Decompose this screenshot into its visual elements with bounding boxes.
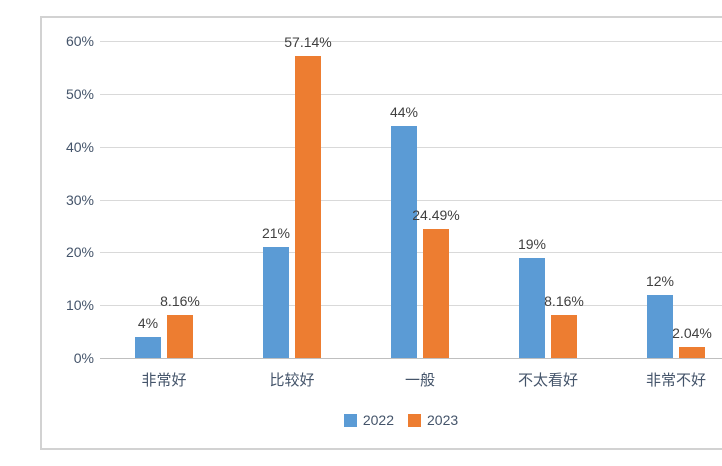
- legend: 2022 2023: [42, 412, 722, 428]
- data-label-2023: 24.49%: [412, 206, 460, 223]
- y-tick-label: 50%: [65, 85, 94, 102]
- data-label-2023: 2.04%: [672, 325, 712, 342]
- bar-2022[interactable]: [263, 247, 289, 358]
- data-label-2023: 8.16%: [160, 292, 200, 309]
- legend-item-2022[interactable]: 2022: [343, 412, 394, 428]
- bar-2023[interactable]: [295, 56, 321, 358]
- data-label-2023: 8.16%: [544, 292, 584, 309]
- category-label: 一般: [404, 372, 435, 389]
- legend-label: 2022: [362, 412, 394, 428]
- data-label-2023: 57.14%: [284, 34, 332, 51]
- category-label: 比较好: [269, 372, 315, 389]
- data-label-2022: 12%: [645, 272, 675, 289]
- bar-2023[interactable]: [167, 314, 193, 358]
- y-tick-label: 30%: [65, 191, 94, 208]
- y-tick-label: 20%: [65, 244, 94, 261]
- y-tick-label: 10%: [65, 297, 94, 314]
- bar-2022[interactable]: [519, 257, 545, 358]
- legend-swatch-2023: [408, 413, 421, 427]
- bar-2023[interactable]: [423, 228, 449, 358]
- y-tick-label: 60%: [65, 33, 94, 49]
- category-label: 非常不好: [645, 372, 706, 389]
- bar-2022[interactable]: [135, 336, 161, 358]
- x-axis-line: [100, 358, 722, 359]
- data-label-2022: 19%: [517, 235, 547, 252]
- legend-swatch-2022: [343, 413, 357, 427]
- category-label: 不太看好: [517, 372, 578, 389]
- legend-label: 2023: [427, 412, 459, 428]
- legend-item-2023[interactable]: 2023: [408, 412, 458, 428]
- bar-2023[interactable]: [679, 347, 705, 358]
- y-tick-label: 0%: [73, 350, 94, 366]
- y-tick-label: 40%: [65, 138, 94, 155]
- bar-2022[interactable]: [391, 125, 417, 358]
- data-label-2022: 4%: [137, 314, 159, 331]
- gridline: [100, 41, 722, 42]
- data-label-2022: 21%: [261, 225, 291, 242]
- gridline: [100, 93, 722, 95]
- bar-2022[interactable]: [647, 294, 673, 358]
- bar-chart: 0% 10% 20% 30% 40% 50% 60% 4% 8.16% 21% 57.14% 44%…: [40, 16, 722, 450]
- data-label-2022: 44%: [389, 103, 419, 120]
- bar-2023[interactable]: [551, 314, 577, 358]
- category-label: 非常好: [141, 372, 187, 389]
